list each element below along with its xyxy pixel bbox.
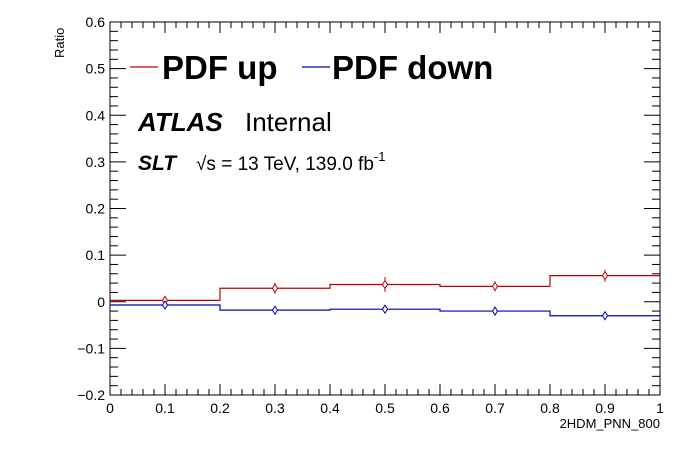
legend-label-pdf-up: PDF up bbox=[162, 49, 277, 86]
energy-label-text: √s = 13 TeV, 139.0 fb-1 bbox=[196, 149, 385, 175]
series-layer bbox=[110, 269, 660, 321]
energy-value: = 13 TeV, 139.0 fb bbox=[216, 154, 374, 175]
atlas-label: ATLAS Internal bbox=[137, 107, 332, 137]
x-tick-label: 0.2 bbox=[210, 400, 230, 416]
x-tick-label: 0.5 bbox=[375, 400, 395, 416]
energy-label: SLT √s = 13 TeV, 139.0 fb-1 bbox=[138, 149, 385, 175]
y-axis-title: Ratio bbox=[52, 28, 67, 58]
legend: PDF up PDF down bbox=[130, 49, 493, 86]
x-tick-label: 0.3 bbox=[265, 400, 285, 416]
point-pdf-down bbox=[161, 300, 169, 310]
x-tick-label: 0.9 bbox=[595, 400, 615, 416]
x-tick-label: 0.1 bbox=[155, 400, 175, 416]
y-tick-label: 0 bbox=[97, 294, 105, 310]
x-tick-label: 1 bbox=[656, 400, 664, 416]
y-tick-label: −0.2 bbox=[77, 387, 105, 403]
atlas-label-text: ATLAS bbox=[137, 107, 223, 137]
y-tick-label: −0.1 bbox=[77, 340, 105, 356]
x-axis-title: 2HDM_PNN_800 bbox=[560, 416, 660, 431]
point-pdf-up bbox=[271, 283, 279, 294]
internal-label-text: Internal bbox=[245, 107, 332, 137]
energy-sqrt-s: √s bbox=[196, 154, 216, 175]
y-tick-label: 0.6 bbox=[86, 14, 106, 30]
y-tick-label: 0.2 bbox=[86, 201, 106, 217]
x-tick-label: 0.4 bbox=[320, 400, 340, 416]
legend-label-pdf-down: PDF down bbox=[332, 49, 493, 86]
point-pdf-up bbox=[601, 270, 609, 281]
x-tick-labels: 0 0.1 0.2 0.3 0.4 0.5 0.6 0.7 0.8 0.9 1 bbox=[106, 400, 664, 416]
point-pdf-down bbox=[601, 310, 609, 321]
x-tick-label: 0.6 bbox=[430, 400, 450, 416]
x-tick-label: 0.8 bbox=[540, 400, 560, 416]
point-pdf-up bbox=[381, 279, 389, 290]
point-pdf-down bbox=[491, 306, 499, 317]
energy-superscript: -1 bbox=[374, 149, 386, 164]
point-pdf-up bbox=[491, 281, 499, 292]
y-tick-label: 0.1 bbox=[86, 247, 106, 263]
x-tick-label: 0.7 bbox=[485, 400, 505, 416]
axis-ticks bbox=[109, 21, 661, 396]
x-tick-label: 0 bbox=[106, 400, 114, 416]
y-tick-label: 0.3 bbox=[86, 154, 106, 170]
y-tick-label: 0.4 bbox=[86, 107, 106, 123]
point-pdf-down bbox=[271, 305, 279, 316]
series-pdf-down bbox=[110, 300, 660, 321]
y-tick-label: 0.5 bbox=[86, 61, 106, 77]
point-pdf-down bbox=[381, 304, 389, 315]
y-tick-labels: −0.2 −0.1 0 0.1 0.2 0.3 0.4 0.5 0.6 bbox=[77, 14, 105, 403]
channel-label: SLT bbox=[138, 152, 178, 175]
